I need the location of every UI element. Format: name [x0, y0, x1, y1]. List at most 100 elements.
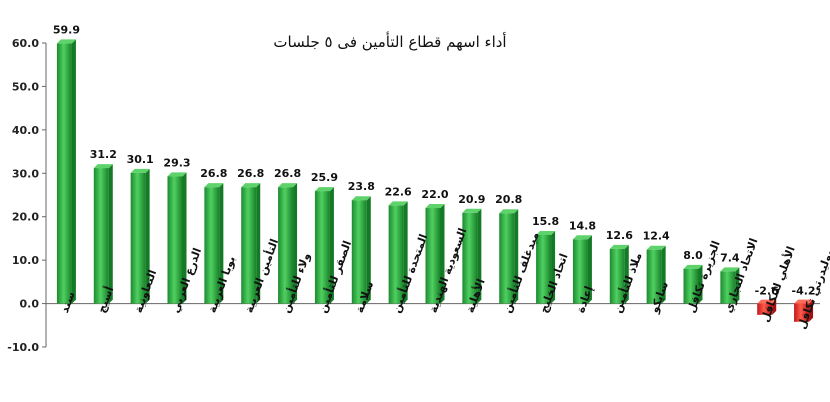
bar-side-face	[661, 245, 666, 304]
bar	[425, 204, 445, 304]
bar-front-face	[794, 303, 810, 322]
bar-side-face	[440, 204, 445, 304]
bar	[278, 183, 298, 304]
bar-side-face	[293, 183, 298, 304]
bar-side-face	[329, 187, 334, 304]
bar-front-face	[56, 43, 72, 304]
bar-front-face	[720, 271, 736, 304]
bars-group	[56, 39, 814, 322]
data-label: 14.8	[569, 219, 596, 232]
bar-front-face	[425, 208, 441, 304]
bar	[536, 230, 556, 304]
bar-side-face	[71, 39, 76, 304]
chart-title: أداء اسهم قطاع التأمين فى ٥ جلسات	[273, 31, 506, 51]
bar-front-face	[314, 191, 330, 304]
bar-top-face	[314, 187, 334, 192]
bar-top-face	[93, 164, 113, 169]
bar-front-face	[278, 187, 294, 304]
bar-side-face	[514, 209, 519, 304]
bar-front-face	[388, 205, 404, 304]
y-tick-label: 30.0	[12, 167, 39, 180]
data-label: -4.2	[792, 285, 816, 298]
bar-top-face	[462, 208, 482, 213]
bar-top-face	[794, 299, 814, 304]
data-label: 22.6	[385, 185, 412, 198]
bar	[351, 196, 371, 304]
bar	[609, 244, 629, 304]
data-label: 29.3	[163, 156, 190, 169]
bar-front-face	[499, 213, 515, 304]
data-label: 30.1	[127, 153, 154, 166]
bar	[794, 299, 814, 322]
bar-front-face	[93, 168, 109, 304]
data-label: -2.6	[755, 285, 779, 298]
bar-front-face	[130, 172, 146, 304]
data-label: 25.9	[311, 171, 338, 184]
bar-front-face	[683, 268, 699, 304]
bar-front-face	[609, 248, 625, 304]
bar-side-face	[772, 299, 777, 315]
data-label: 26.8	[237, 167, 264, 180]
bar-top-face	[241, 183, 261, 188]
bar-front-face	[572, 239, 588, 304]
data-label: 12.6	[606, 229, 633, 242]
bar-side-face	[145, 168, 150, 304]
bar-side-face	[108, 164, 113, 304]
bar-side-face	[366, 196, 371, 304]
bar-top-face	[56, 39, 76, 44]
bar	[93, 164, 113, 304]
bar-front-face	[204, 187, 220, 304]
data-label: 22.0	[421, 188, 448, 201]
data-label: 12.4	[643, 230, 670, 243]
bar-front-face	[351, 200, 367, 304]
bar-top-face	[720, 267, 740, 272]
y-tick-label: 0.0	[20, 298, 40, 311]
bar-side-face	[551, 230, 556, 304]
bar-side-face	[477, 208, 482, 304]
bar	[646, 245, 666, 304]
y-tick-label: -10.0	[7, 341, 39, 354]
bar	[204, 183, 224, 304]
data-label: 7.4	[720, 251, 740, 264]
y-tick-label: 20.0	[12, 211, 39, 224]
bar-side-face	[735, 267, 740, 304]
bar	[388, 201, 408, 304]
bar-top-face	[278, 183, 298, 188]
bar-front-face	[462, 212, 478, 304]
data-label: 23.8	[348, 180, 375, 193]
bar-side-face	[403, 201, 408, 304]
bar	[314, 187, 334, 304]
data-label: 26.8	[200, 167, 227, 180]
data-label: 15.8	[532, 215, 559, 228]
bar-side-face	[624, 244, 629, 304]
data-label: 31.2	[90, 148, 117, 161]
data-label: 59.9	[53, 23, 80, 36]
axes: 60.0 50.0 40.0 30.0 20.0 10.0 0.0 -10.0	[7, 37, 820, 354]
bar-top-face	[683, 264, 703, 269]
bar-front-face	[167, 176, 183, 304]
bar	[167, 172, 187, 304]
bar-top-face	[204, 183, 224, 188]
bar-front-face	[757, 303, 773, 315]
bar-top-face	[388, 201, 408, 206]
bar-top-face	[351, 196, 371, 201]
data-label: 8.0	[683, 249, 703, 262]
data-label: 20.8	[495, 193, 522, 206]
y-tick-label: 40.0	[12, 124, 39, 137]
bar-top-face	[425, 204, 445, 209]
data-labels-group: 59.9 31.2 30.1 29.3 26.8 26.8 26.8 25.9 23.8 22.6…	[53, 23, 816, 297]
bar-top-face	[536, 230, 556, 235]
bar	[462, 208, 482, 304]
bar-top-face	[572, 235, 592, 240]
bar-front-face	[646, 249, 662, 304]
bar	[499, 209, 519, 304]
bar-side-face	[587, 235, 592, 304]
bar-top-face	[757, 299, 777, 304]
y-tick-label: 50.0	[12, 80, 39, 93]
bar-front-face	[536, 234, 552, 304]
bar-top-face	[499, 209, 519, 214]
bar-side-face	[256, 183, 261, 304]
bar	[241, 183, 261, 304]
bar-top-face	[130, 168, 150, 173]
